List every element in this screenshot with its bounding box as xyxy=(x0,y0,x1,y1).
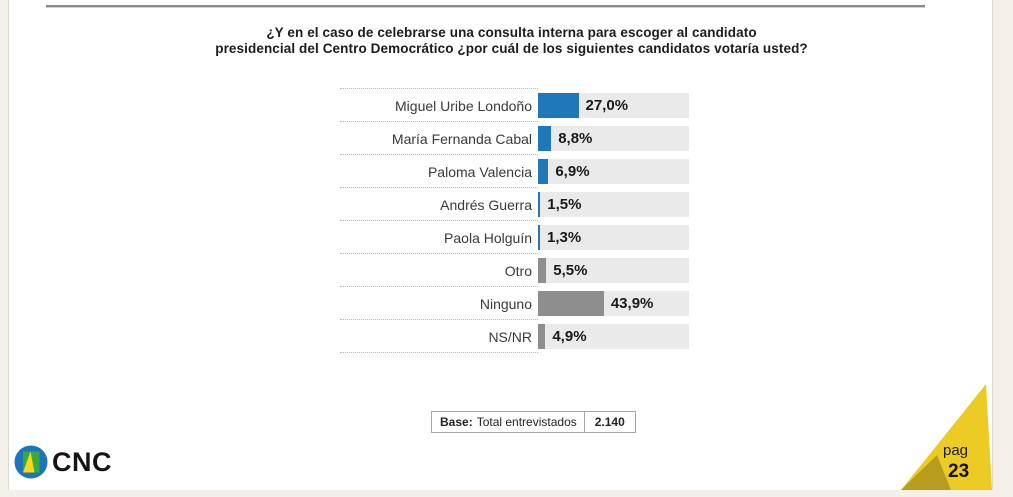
category-label: NS/NR xyxy=(488,328,532,345)
chart-row: Ninguno 43,9% xyxy=(338,286,690,320)
value-label: 43,9% xyxy=(610,295,654,312)
bar xyxy=(538,159,549,184)
bar xyxy=(538,258,547,283)
value-label: 4,9% xyxy=(552,328,587,345)
cnc-logo-icon xyxy=(14,445,48,479)
value-label: 1,5% xyxy=(547,196,582,213)
bar xyxy=(538,225,540,250)
category-label: Otro xyxy=(504,262,532,279)
row-separator xyxy=(340,187,538,188)
bar xyxy=(538,324,546,349)
page-corner: pag 23 xyxy=(897,382,992,490)
value-label: 5,5% xyxy=(553,262,588,279)
row-separator xyxy=(340,154,538,155)
chart-row: Otro 5,5% xyxy=(338,253,690,287)
chart-row: Paola Holguín 1,3% xyxy=(338,220,690,254)
row-separator xyxy=(340,286,538,287)
row-separator xyxy=(340,220,538,221)
chart-row: Andrés Guerra 1,5% xyxy=(338,187,690,221)
bar xyxy=(538,126,552,151)
base-text: Total entrevistados xyxy=(476,415,577,429)
chart-row: NS/NR 4,9% xyxy=(338,319,690,353)
base-divider xyxy=(583,412,585,432)
category-label: María Fernanda Cabal xyxy=(391,130,532,147)
top-divider-line xyxy=(46,5,925,8)
bar-track: 4,9% xyxy=(538,324,689,349)
row-separator xyxy=(340,121,538,122)
cnc-logo: CNC xyxy=(14,445,112,479)
chart-row: Miguel Uribe Londoño 27,0% xyxy=(338,88,690,122)
row-separator xyxy=(340,253,538,254)
bar-track: 27,0% xyxy=(538,93,689,118)
category-label: Ninguno xyxy=(479,295,532,312)
value-label: 8,8% xyxy=(558,130,593,147)
bar-chart: Miguel Uribe Londoño 27,0% María Fernanda … xyxy=(338,88,690,353)
bar-track: 1,5% xyxy=(538,192,689,217)
page-corner-triangle xyxy=(901,384,992,490)
value-label: 27,0% xyxy=(585,97,629,114)
category-label: Andrés Guerra xyxy=(440,196,532,213)
bar xyxy=(538,291,604,316)
page-number: 23 xyxy=(948,461,970,482)
category-label: Paloma Valencia xyxy=(427,163,532,180)
base-label: Base: xyxy=(440,415,473,429)
bar xyxy=(538,93,579,118)
cnc-logo-text: CNC xyxy=(52,446,112,477)
slide: ¿Y en el caso de celebrarse una consulta… xyxy=(8,0,993,490)
row-separator xyxy=(340,319,538,320)
bar-track: 43,9% xyxy=(538,291,689,316)
row-separator xyxy=(340,88,538,89)
bar xyxy=(538,192,541,217)
row-separator xyxy=(340,352,538,353)
base-value: 2.140 xyxy=(594,415,625,429)
base-note: Base: Total entrevistados 2.140 xyxy=(431,411,636,433)
page-label: pag xyxy=(943,442,969,459)
title-line-1: ¿Y en el caso de celebrarse una consulta… xyxy=(266,25,757,40)
bar-track: 8,8% xyxy=(538,126,689,151)
chart-row: Paloma Valencia 6,9% xyxy=(338,154,690,188)
category-label: Miguel Uribe Londoño xyxy=(395,97,532,114)
chart-row: María Fernanda Cabal 8,8% xyxy=(338,121,690,155)
category-label: Paola Holguín xyxy=(444,229,532,246)
bar-track: 6,9% xyxy=(538,159,689,184)
chart-title: ¿Y en el caso de celebrarse una consulta… xyxy=(64,25,959,57)
bar-track: 1,3% xyxy=(538,225,689,250)
value-label: 1,3% xyxy=(547,229,582,246)
bar-track: 5,5% xyxy=(538,258,689,283)
value-label: 6,9% xyxy=(555,163,590,180)
title-line-2: presidencial del Centro Democrático ¿por… xyxy=(215,41,808,56)
